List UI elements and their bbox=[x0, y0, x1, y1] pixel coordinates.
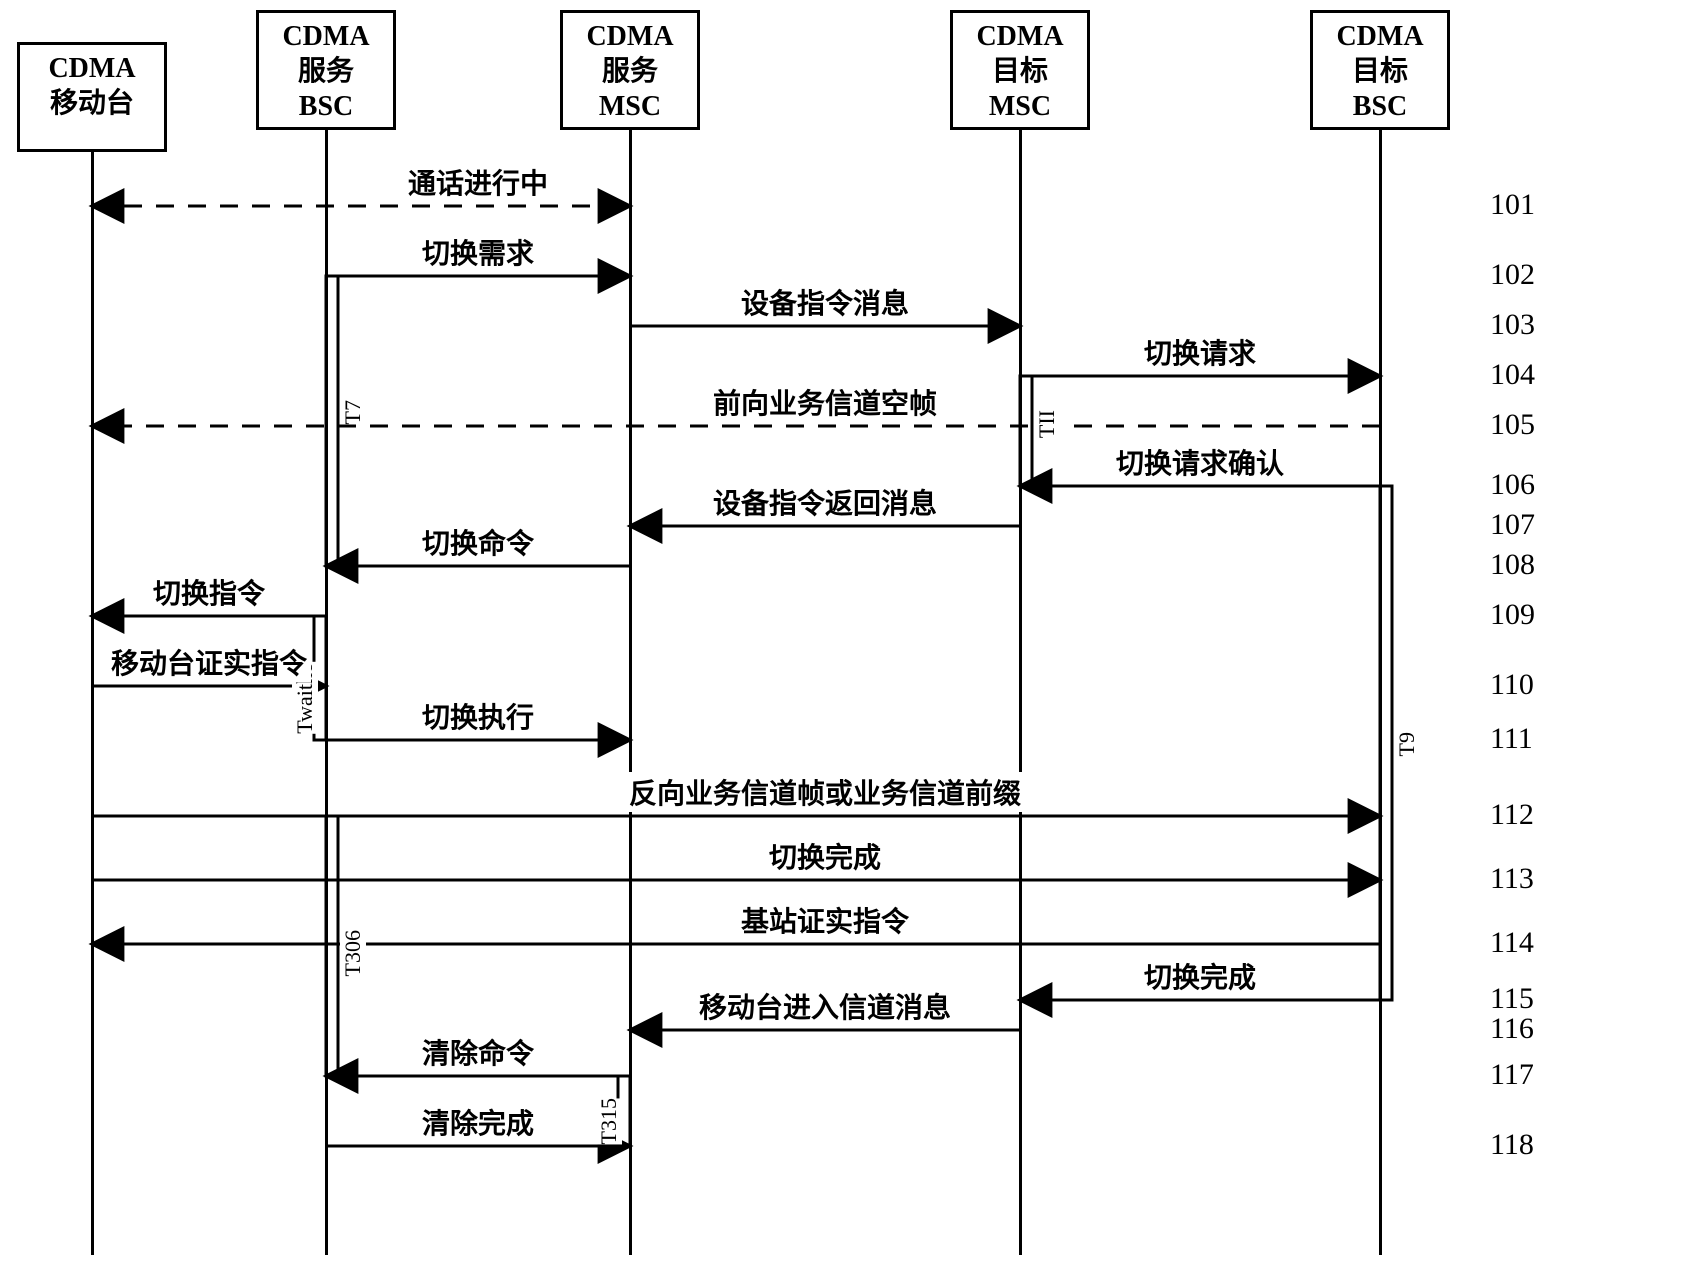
actor-label-sbsc: CDMA 服务 BSC bbox=[259, 13, 393, 130]
step-number-103: 103 bbox=[1490, 308, 1535, 342]
step-number-118: 118 bbox=[1490, 1128, 1534, 1162]
step-number-112: 112 bbox=[1490, 798, 1534, 832]
message-label-110: 移动台证实指令 bbox=[107, 642, 311, 682]
step-number-114: 114 bbox=[1490, 926, 1534, 960]
message-label-106: 切换请求确认 bbox=[1112, 442, 1288, 482]
step-number-116: 116 bbox=[1490, 1012, 1534, 1046]
message-label-116: 移动台进入信道消息 bbox=[695, 986, 955, 1026]
message-label-107: 设备指令返回消息 bbox=[709, 482, 941, 522]
message-label-104: 切换请求 bbox=[1140, 332, 1260, 372]
timer-label-T9: T9 bbox=[1394, 732, 1420, 756]
message-label-109: 切换指令 bbox=[149, 572, 269, 612]
step-number-111: 111 bbox=[1490, 722, 1533, 756]
sequence-diagram: CDMA 移动台 CDMA 服务 BSC CDMA 服务 MSC CDMA 目标 MS… bbox=[0, 0, 1688, 1275]
step-number-115: 115 bbox=[1490, 982, 1534, 1016]
timer-label-TII: TII bbox=[1034, 410, 1060, 438]
step-number-107: 107 bbox=[1490, 508, 1535, 542]
step-number-104: 104 bbox=[1490, 358, 1535, 392]
message-label-102: 切换需求 bbox=[418, 232, 538, 272]
timer-label-T7: T7 bbox=[340, 400, 366, 424]
lifeline-smsc bbox=[629, 130, 632, 1255]
timer-label-T315: T315 bbox=[596, 1098, 622, 1144]
message-label-118: 清除完成 bbox=[418, 1102, 538, 1142]
actor-box-tbsc: CDMA 目标 BSC bbox=[1310, 10, 1450, 130]
lifeline-ms bbox=[91, 152, 94, 1255]
step-number-113: 113 bbox=[1490, 862, 1534, 896]
lifeline-sbsc bbox=[325, 130, 328, 1255]
message-label-103: 设备指令消息 bbox=[737, 282, 913, 322]
lifeline-tmsc bbox=[1019, 130, 1022, 1255]
actor-box-smsc: CDMA 服务 MSC bbox=[560, 10, 700, 130]
actor-label-smsc: CDMA 服务 MSC bbox=[563, 13, 697, 130]
actor-box-ms: CDMA 移动台 bbox=[17, 42, 167, 152]
message-label-112: 反向业务信道帧或业务信道前缀 bbox=[625, 772, 1025, 812]
message-label-101: 通话进行中 bbox=[404, 162, 552, 202]
step-number-110: 110 bbox=[1490, 668, 1534, 702]
message-label-105: 前向业务信道空帧 bbox=[709, 382, 941, 422]
actor-box-sbsc: CDMA 服务 BSC bbox=[256, 10, 396, 130]
message-label-114: 基站证实指令 bbox=[737, 900, 913, 940]
step-number-117: 117 bbox=[1490, 1058, 1534, 1092]
step-number-106: 106 bbox=[1490, 468, 1535, 502]
actor-label-ms: CDMA 移动台 bbox=[20, 45, 164, 127]
timer-label-T306: T306 bbox=[340, 930, 366, 976]
step-number-108: 108 bbox=[1490, 548, 1535, 582]
message-label-113: 切换完成 bbox=[765, 836, 885, 876]
actor-box-tmsc: CDMA 目标 MSC bbox=[950, 10, 1090, 130]
actor-label-tmsc: CDMA 目标 MSC bbox=[953, 13, 1087, 130]
step-number-105: 105 bbox=[1490, 408, 1535, 442]
step-number-101: 101 bbox=[1490, 188, 1535, 222]
arrows-svg bbox=[0, 0, 1688, 1275]
message-label-111: 切换执行 bbox=[418, 696, 538, 736]
message-label-115: 切换完成 bbox=[1140, 956, 1260, 996]
step-number-102: 102 bbox=[1490, 258, 1535, 292]
actor-label-tbsc: CDMA 目标 BSC bbox=[1313, 13, 1447, 130]
lifeline-tbsc bbox=[1379, 130, 1382, 1255]
message-label-117: 清除命令 bbox=[418, 1032, 538, 1072]
step-number-109: 109 bbox=[1490, 598, 1535, 632]
message-label-108: 切换命令 bbox=[418, 522, 538, 562]
